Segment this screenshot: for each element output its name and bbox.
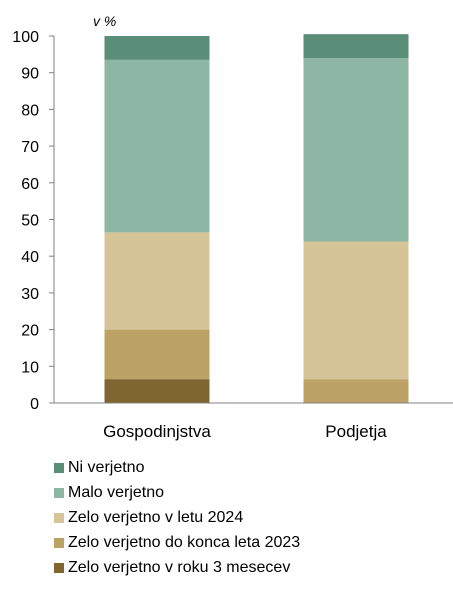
legend-label: Zelo verjetno do konca leta 2023 — [68, 534, 301, 552]
legend-item: Ni verjetno — [54, 455, 300, 480]
y-tick-label: 100 — [12, 29, 39, 46]
legend-swatch — [54, 512, 64, 523]
legend: Ni verjetno Malo verjetno Zelo verjetno v … — [54, 455, 300, 581]
bar-segment — [104, 36, 210, 60]
bar-segment — [104, 329, 210, 380]
legend-item: Zelo verjetno v letu 2024 — [54, 505, 300, 530]
legend-swatch — [54, 462, 64, 473]
bar-segment — [303, 58, 409, 242]
legend-swatch — [54, 563, 64, 574]
y-axis-unit-label: v % — [93, 13, 116, 29]
legend-label: Ni verjetno — [68, 458, 145, 476]
legend-item: Malo verjetno — [54, 480, 300, 505]
y-tick-label: 50 — [21, 213, 39, 230]
legend-swatch — [54, 487, 64, 498]
y-tick-label: 20 — [21, 323, 39, 340]
category-label: Podjetja — [325, 422, 387, 441]
bar-segment — [104, 379, 210, 403]
legend-swatch — [54, 538, 64, 549]
y-tick-label: 90 — [21, 66, 39, 83]
legend-item: Zelo verjetno do konca leta 2023 — [54, 531, 300, 556]
legend-item: Zelo verjetno v roku 3 mesecev — [54, 556, 300, 581]
y-tick-label: 70 — [21, 139, 39, 156]
bar-segment — [303, 34, 409, 59]
y-axis-ticks: 0 10 20 30 40 50 60 70 80 90 100 — [12, 29, 54, 413]
bar-segment — [303, 241, 409, 380]
y-tick-label: 30 — [21, 286, 39, 303]
legend-label: Malo verjetno — [68, 483, 165, 501]
y-tick-label: 40 — [21, 249, 39, 266]
bar-segment — [104, 59, 210, 233]
y-tick-label: 10 — [21, 359, 39, 376]
y-tick-label: 80 — [21, 102, 39, 119]
bars-group — [104, 34, 409, 403]
stacked-bar-chart: v % 0 10 20 30 40 50 60 70 80 90 100 Gospodinjstva… — [12, 13, 453, 441]
category-label: Gospodinjstva — [103, 422, 211, 441]
legend-label: Zelo verjetno v letu 2024 — [68, 508, 244, 526]
bar-segment — [303, 379, 409, 403]
bar-segment — [104, 232, 210, 330]
y-tick-label: 0 — [30, 396, 39, 413]
y-tick-label: 60 — [21, 176, 39, 193]
legend-label: Zelo verjetno v roku 3 mesecev — [68, 559, 291, 577]
x-axis-labels: Gospodinjstva Podjetja — [103, 422, 387, 441]
